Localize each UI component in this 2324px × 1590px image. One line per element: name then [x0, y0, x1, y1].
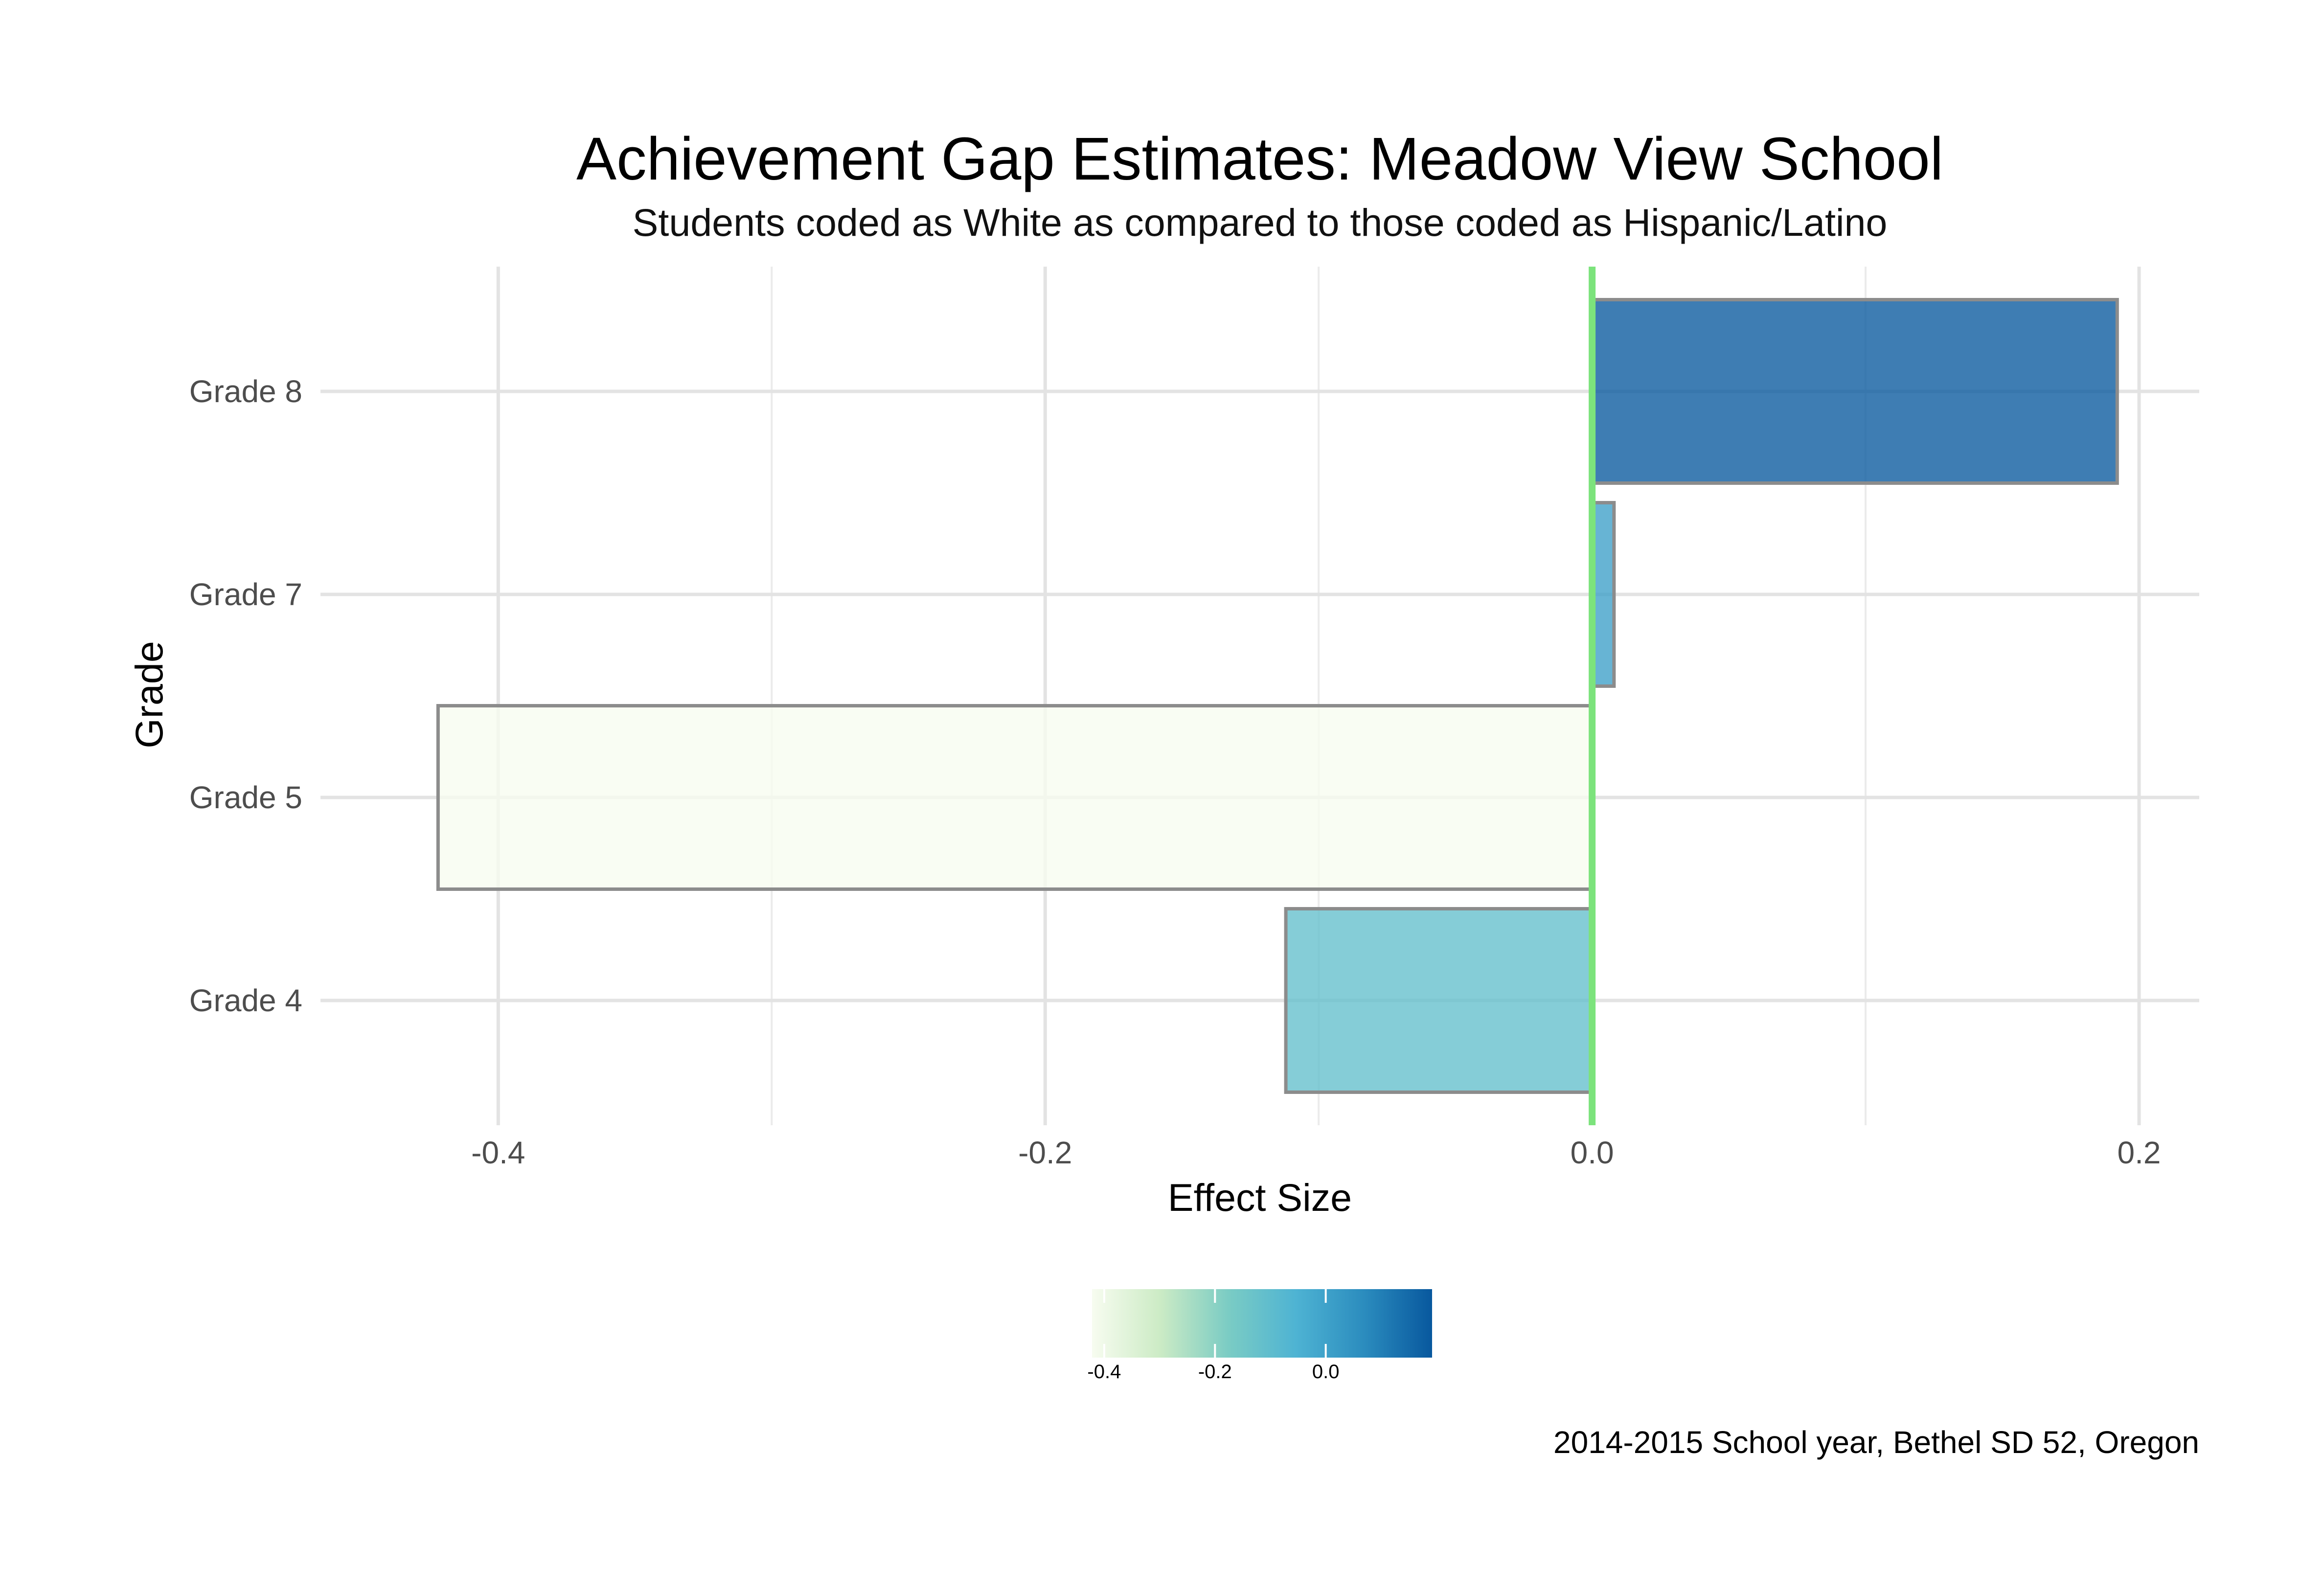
colorbar-tick-label: 0.0: [1312, 1361, 1340, 1383]
y-axis-title: Grade: [127, 641, 171, 749]
colorbar-ticks: -0.4 -0.2 0.0: [1087, 1289, 1339, 1383]
x-tick-label: -0.4: [471, 1135, 525, 1170]
y-axis-ticks: Grade 4 Grade 5 Grade 7 Grade 8: [189, 374, 302, 1018]
bar-grade-4: [1284, 907, 1594, 1094]
caption: 2014-2015 School year, Bethel SD 52, Ore…: [1553, 1425, 2199, 1460]
x-axis-ticks: -0.4 -0.2 0.0 0.2: [471, 1135, 2161, 1170]
chart-title: Achievement Gap Estimates: Meadow View S…: [576, 126, 1943, 193]
colorbar-legend: -0.4 -0.2 0.0: [1087, 1289, 1432, 1383]
x-axis-title: Effect Size: [1168, 1176, 1352, 1219]
bar-grade-5: [436, 704, 1594, 891]
y-tick-label: Grade 7: [189, 577, 302, 612]
y-tick-label: Grade 4: [189, 983, 302, 1018]
chart-subtitle: Students coded as White as compared to t…: [633, 201, 1888, 244]
y-tick-label: Grade 5: [189, 780, 302, 815]
colorbar-tick-label: -0.2: [1198, 1361, 1232, 1383]
x-tick-label: -0.2: [1018, 1135, 1072, 1170]
y-tick-label: Grade 8: [189, 374, 302, 409]
x-tick-label: 0.2: [2118, 1135, 2161, 1170]
colorbar-tick-label: -0.4: [1087, 1361, 1121, 1383]
bar-grade-8: [1590, 298, 2119, 485]
x-tick-label: 0.0: [1571, 1135, 1614, 1170]
colorbar: [1092, 1289, 1432, 1358]
bars: [436, 298, 2119, 1094]
